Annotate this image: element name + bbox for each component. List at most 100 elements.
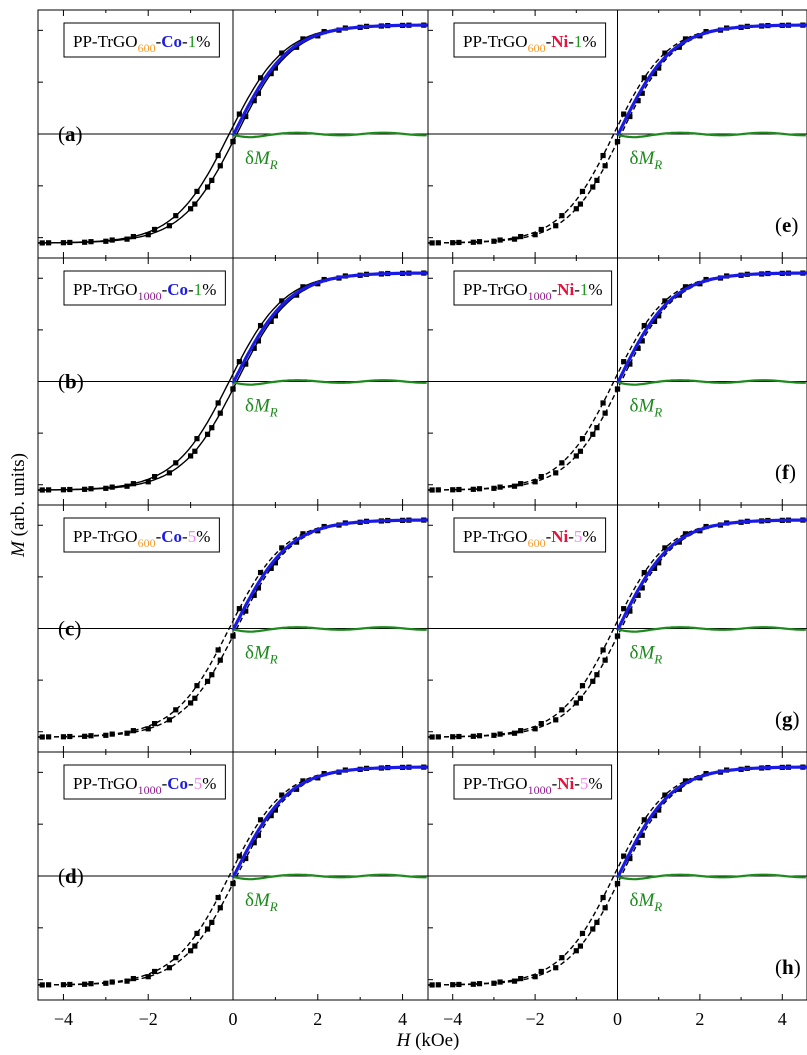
data-point — [209, 178, 214, 183]
data-point — [603, 905, 608, 910]
data-point — [574, 700, 579, 705]
data-point — [67, 734, 72, 739]
data-point — [580, 189, 585, 194]
data-point — [450, 240, 455, 245]
panel-d: δMR(d)PP-TrGO1000-Co-5% — [38, 752, 428, 1000]
delta-mr-curve — [618, 627, 806, 632]
data-point — [456, 982, 461, 987]
data-point — [603, 411, 608, 416]
data-point — [471, 982, 476, 987]
fit-curve — [618, 273, 807, 383]
data-point — [477, 733, 482, 738]
data-point — [173, 460, 178, 465]
data-point — [539, 969, 544, 974]
data-point — [497, 979, 502, 984]
data-point — [194, 931, 199, 936]
data-point — [146, 726, 151, 731]
data-point — [146, 974, 151, 979]
data-point — [192, 943, 197, 948]
delta-mr-label: δMR — [245, 396, 278, 420]
data-point — [46, 734, 51, 739]
data-point — [615, 633, 620, 638]
data-point — [192, 696, 197, 701]
data-point — [553, 717, 558, 722]
fit-curve — [233, 767, 428, 878]
data-point — [61, 487, 66, 492]
data-point — [194, 189, 199, 194]
data-point — [103, 733, 108, 738]
data-point — [436, 734, 441, 739]
data-point — [46, 240, 51, 245]
x-tick-label: −2 — [526, 1009, 545, 1029]
data-point — [594, 425, 599, 430]
data-point — [491, 733, 496, 738]
x-tick-label: −2 — [139, 1009, 158, 1029]
x-tick-label: 0 — [613, 1009, 622, 1029]
data-point — [110, 485, 115, 490]
data-point — [205, 184, 210, 189]
data-point — [124, 979, 129, 984]
data-point — [491, 486, 496, 491]
data-point — [88, 733, 93, 738]
data-point — [436, 982, 441, 987]
data-point — [436, 487, 441, 492]
data-point — [497, 732, 502, 737]
fit-curve — [618, 25, 807, 136]
data-point — [67, 487, 72, 492]
data-point — [580, 683, 585, 688]
data-point — [188, 453, 193, 458]
data-point — [450, 734, 455, 739]
data-point — [559, 707, 564, 712]
data-point — [46, 982, 51, 987]
x-tick-label: 4 — [778, 1009, 787, 1029]
data-point — [237, 853, 242, 858]
data-point — [574, 453, 579, 458]
panel-c: δMR(c)PP-TrGO600-Co-5% — [38, 505, 428, 752]
data-point — [131, 976, 136, 981]
data-point — [216, 895, 221, 900]
panel-h: δMR(h)PP-TrGO1000-Ni-5% — [428, 752, 807, 1000]
data-point — [192, 201, 197, 206]
data-point — [124, 731, 129, 736]
data-point — [477, 239, 482, 244]
data-point — [590, 184, 595, 189]
data-point — [216, 400, 221, 405]
data-point — [533, 974, 538, 979]
data-point — [88, 239, 93, 244]
data-point — [146, 232, 151, 237]
data-point — [512, 979, 517, 984]
data-point — [218, 658, 223, 663]
data-point — [456, 240, 461, 245]
data-point — [436, 240, 441, 245]
data-point — [578, 449, 583, 454]
fit-curve — [618, 767, 807, 878]
delta-mr-label: δMR — [245, 890, 278, 914]
data-point — [103, 486, 108, 491]
data-point — [188, 948, 193, 953]
delta-mr-label: δMR — [630, 396, 663, 420]
data-point — [131, 728, 136, 733]
x-tick-label: 4 — [398, 1009, 407, 1029]
data-point — [539, 721, 544, 726]
fit-curve — [233, 520, 428, 630]
data-point — [539, 474, 544, 479]
fit-curve — [233, 273, 428, 383]
data-point — [450, 982, 455, 987]
data-point — [152, 969, 157, 974]
data-point — [603, 163, 608, 168]
x-tick-label: −4 — [443, 1009, 462, 1029]
data-point — [40, 982, 45, 987]
data-point — [167, 965, 172, 970]
data-point — [110, 237, 115, 242]
data-point — [237, 359, 242, 364]
data-point — [237, 111, 242, 116]
data-point — [533, 232, 538, 237]
data-point — [430, 982, 435, 987]
data-point — [594, 672, 599, 677]
data-point — [188, 206, 193, 211]
data-point — [491, 239, 496, 244]
data-point — [205, 679, 210, 684]
data-point — [615, 386, 620, 391]
data-point — [218, 411, 223, 416]
